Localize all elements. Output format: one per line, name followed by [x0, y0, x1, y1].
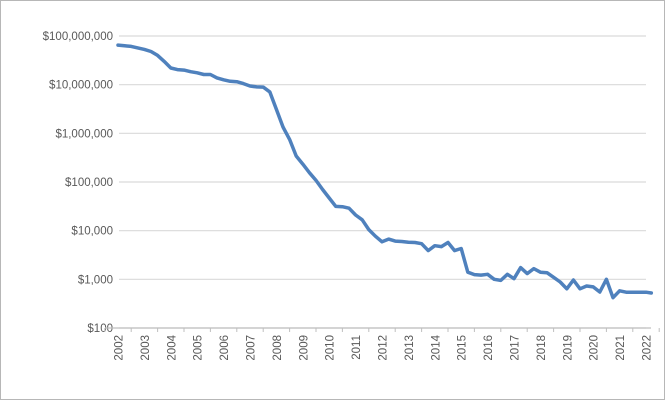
y-axis-tick-label: $10,000,000 — [49, 80, 113, 92]
x-axis-tick-label: 2002 — [114, 335, 126, 361]
x-axis-tick-label: 2011 — [351, 335, 363, 360]
x-axis-tick-label: 2007 — [246, 335, 258, 361]
x-axis-tick-label: 2019 — [562, 335, 574, 361]
x-axis-tick-label: 2014 — [430, 334, 442, 360]
x-axis-tick-label: 2021 — [615, 335, 627, 361]
y-axis-tick-label: $1,000,000 — [55, 128, 113, 140]
x-axis-tick-label: 2015 — [457, 335, 469, 361]
x-axis-tick-label: 2008 — [272, 335, 284, 361]
x-axis-tick-label: 2013 — [404, 335, 416, 361]
y-axis-tick-label: $100,000,000 — [43, 31, 113, 43]
x-axis-tick-label: 2020 — [589, 335, 601, 361]
x-axis-tick-label: 2010 — [325, 335, 337, 361]
x-axis-tick-label: 2005 — [193, 335, 205, 361]
x-axis-tick-label: 2004 — [166, 334, 178, 360]
x-axis-tick-label: 2012 — [378, 335, 390, 361]
x-axis-tick-label: 2006 — [219, 335, 231, 361]
x-axis-tick-label: 2017 — [510, 335, 522, 361]
y-axis-tick-label: $100 — [87, 323, 113, 335]
y-axis-tick-label: $1,000 — [78, 274, 113, 286]
x-axis-tick-label: 2018 — [536, 335, 548, 361]
x-axis-tick-label: 2016 — [483, 335, 495, 361]
y-axis-tick-label: $10,000 — [71, 226, 113, 238]
x-axis-tick-label: 2009 — [298, 335, 310, 361]
data-line-cost-per-genome — [116, 43, 654, 300]
x-axis-tick-label: 2022 — [642, 335, 654, 361]
y-axis-tick-label: $100,000 — [65, 177, 113, 189]
x-axis-tick-label: 2003 — [140, 335, 152, 361]
